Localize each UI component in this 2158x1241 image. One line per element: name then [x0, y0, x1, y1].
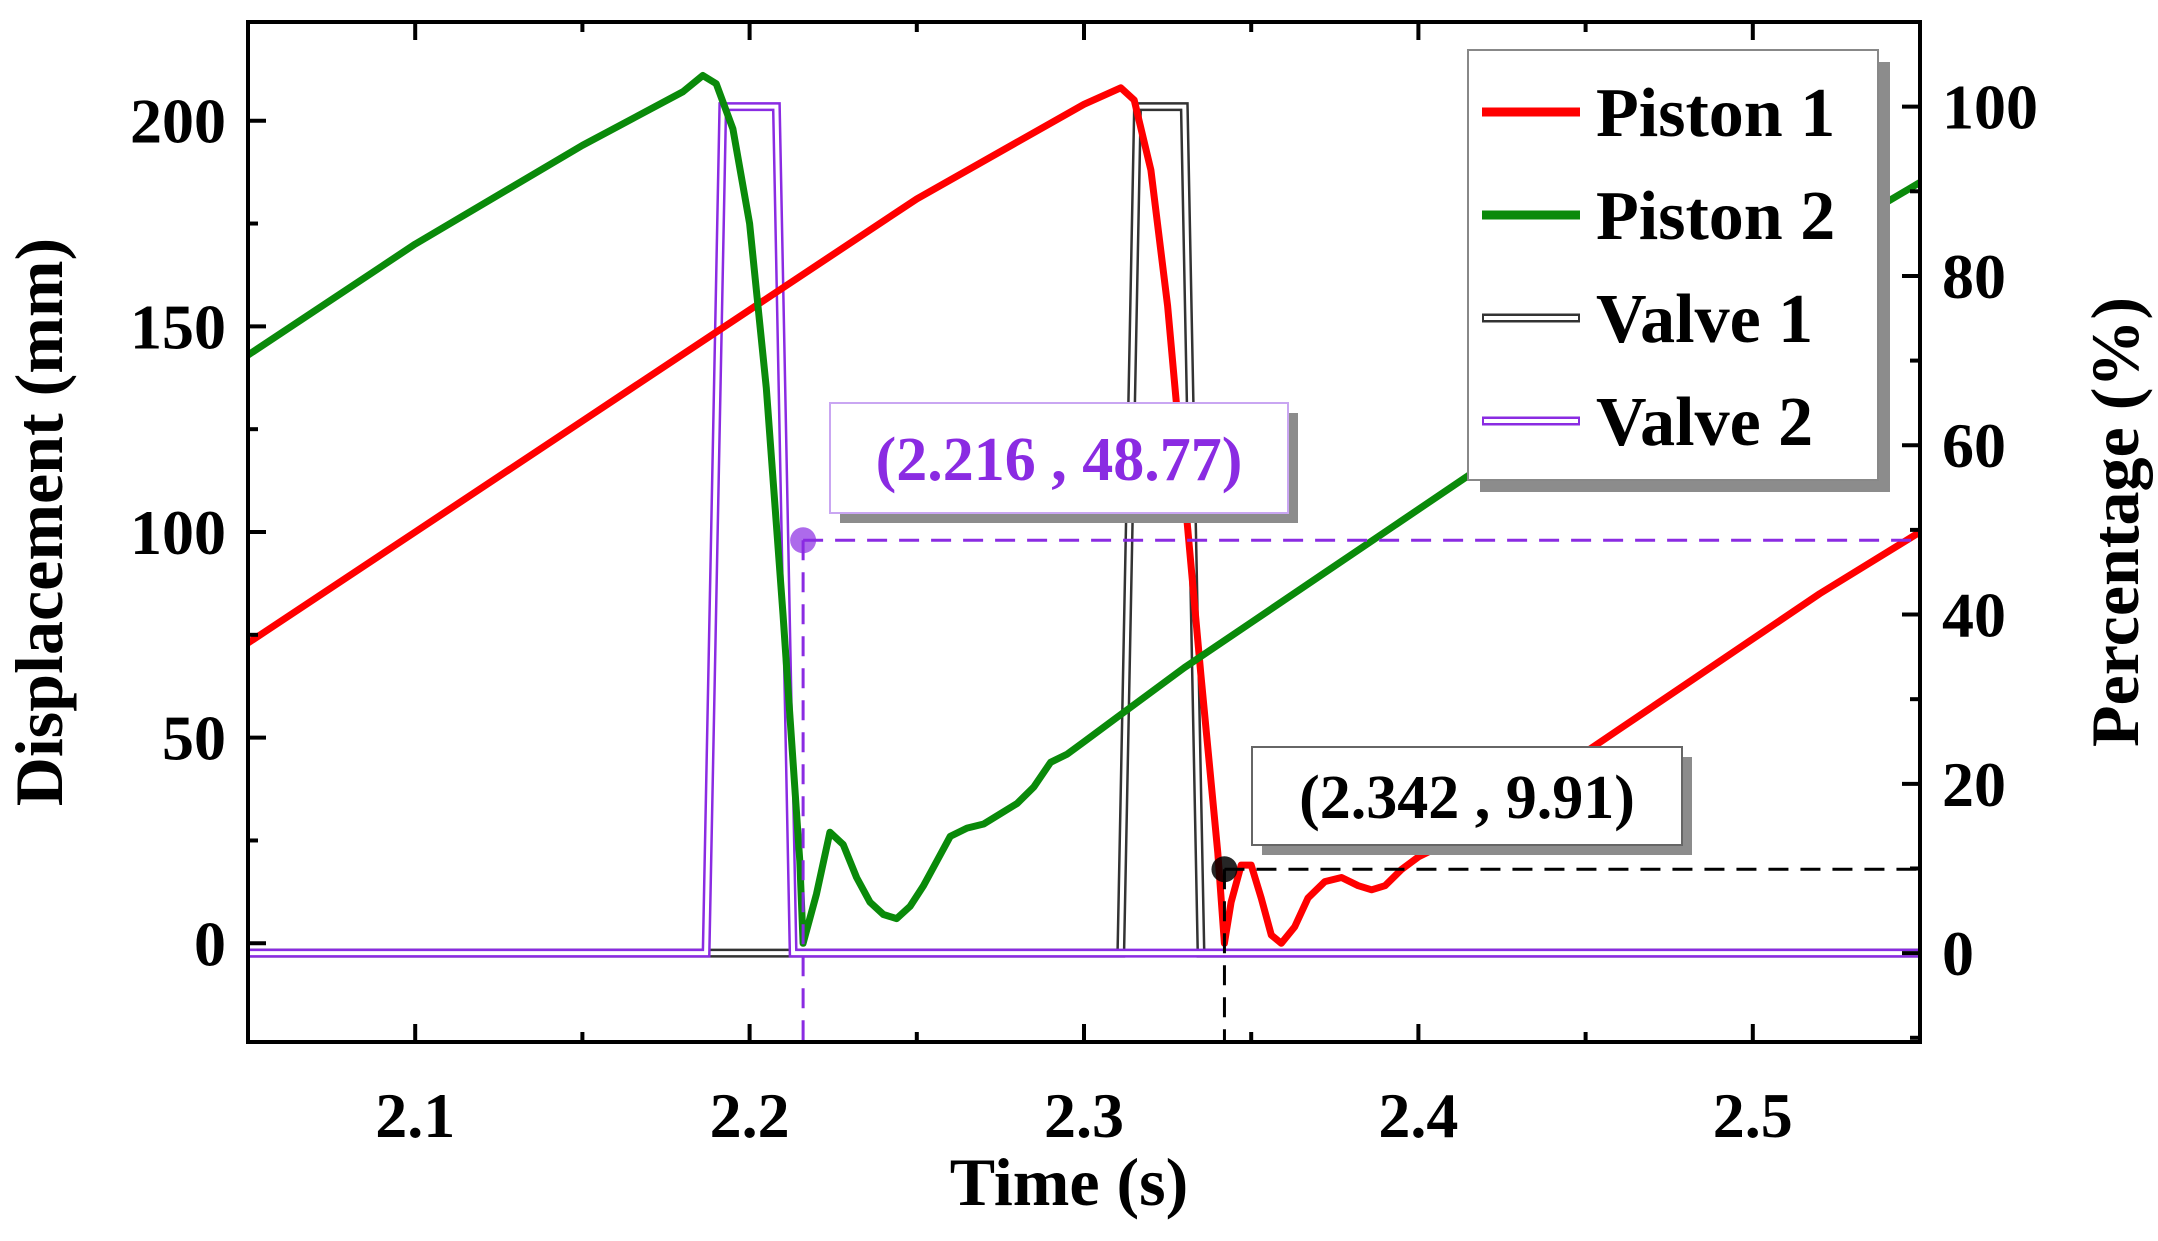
- y-axis-title: Displacement (mm): [1, 238, 77, 806]
- x-axis-title: Time (s): [950, 1144, 1189, 1220]
- legend-item-valve-1: Valve 1: [1482, 281, 1813, 358]
- y-tick-label: 50: [162, 703, 226, 774]
- y2-tick-label: 100: [1942, 72, 2038, 143]
- legend-item-valve-2-label: Valve 2: [1596, 384, 1813, 461]
- annotation-1-box: [829, 402, 1289, 514]
- y2-tick-label: 40: [1942, 580, 2006, 651]
- legend-item-piston-1-label: Piston 1: [1596, 75, 1835, 152]
- legend-box: [1467, 49, 1879, 481]
- annotation-1-marker: [790, 527, 817, 554]
- x-tick-label: 2.3: [1044, 1080, 1124, 1151]
- annotation-1-label: (2.216 , 48.77): [876, 426, 1243, 494]
- series-piston-2-line: [248, 72, 1920, 947]
- legend-item-piston-1: Piston 1: [1482, 75, 1835, 152]
- annotation-2-label: (2.342 , 9.91): [1299, 764, 1635, 832]
- x-tick-label: 2.5: [1713, 1080, 1793, 1151]
- y2-tick-label: 20: [1942, 749, 2006, 820]
- y2-tick-label: 0: [1942, 918, 1974, 989]
- x-tick-label: 2.1: [375, 1080, 455, 1151]
- legend-item-valve-2: Valve 2: [1482, 384, 1813, 461]
- legend-item-piston-2: Piston 2: [1482, 178, 1835, 255]
- y2-tick-label: 60: [1942, 410, 2006, 481]
- x-tick-label: 2.2: [710, 1080, 790, 1151]
- legend-item-piston-2-label: Piston 2: [1596, 178, 1835, 255]
- y-tick-label: 100: [130, 497, 226, 568]
- y-tick-label: 0: [194, 908, 226, 979]
- x-tick-label: 2.4: [1378, 1080, 1458, 1151]
- legend-item-valve-1-label: Valve 1: [1596, 281, 1813, 358]
- y-tick-label: 200: [130, 86, 226, 157]
- annotation-2-box: [1251, 746, 1683, 846]
- y-tick-label: 150: [130, 291, 226, 362]
- y2-axis-title: Percentage (%): [2077, 297, 2153, 747]
- series-valve-2-line: [248, 104, 1920, 956]
- y2-tick-label: 80: [1942, 241, 2006, 312]
- annotation-2-marker: [1211, 856, 1238, 883]
